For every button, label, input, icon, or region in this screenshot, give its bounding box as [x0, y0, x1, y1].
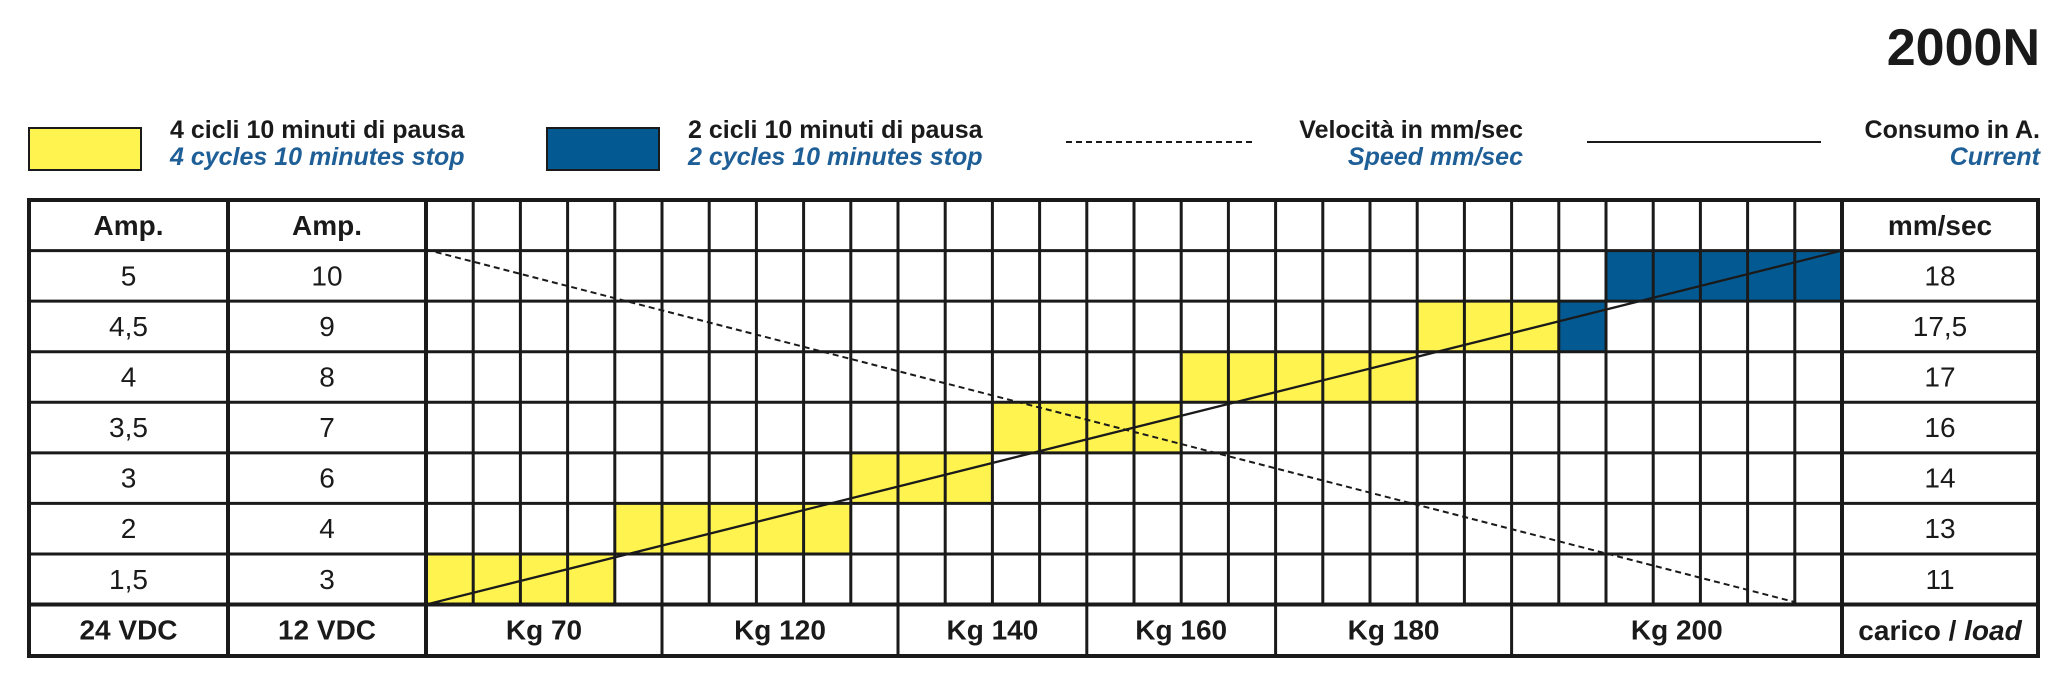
legend-current-english: Current — [1949, 143, 2040, 171]
legend-blue-english: 2 cycles 10 minutes stop — [688, 143, 983, 171]
legend-swatch-blue — [546, 127, 660, 171]
cell-speed: 16 — [1924, 412, 1955, 443]
cell-speed: 11 — [1925, 564, 1954, 595]
load-label: Kg 120 — [734, 614, 826, 645]
legend-current-text: Consumo in A. Current — [1865, 117, 2040, 171]
cell-amp-24vdc: 4 — [121, 361, 137, 392]
legend-yellow-english: 4 cycles 10 minutes stop — [170, 143, 465, 171]
cell-amp-12vdc: 4 — [319, 513, 335, 544]
cell-speed: 18 — [1924, 260, 1955, 291]
cell-amp-12vdc: 7 — [319, 412, 335, 443]
table-border — [27, 198, 2040, 658]
legend-speed-italian: Velocità in mm/sec — [1299, 116, 1523, 144]
load-label: Kg 160 — [1135, 614, 1227, 645]
load-label: Kg 70 — [506, 614, 582, 645]
load-label: Kg 180 — [1348, 614, 1440, 645]
cell-amp-24vdc: 1,5 — [109, 564, 148, 595]
header-amp-12vdc: Amp. — [292, 210, 362, 241]
legend-speed-text: Velocità in mm/sec Speed mm/sec — [1299, 117, 1523, 171]
duty-band-yellow-4 — [1181, 351, 1418, 403]
legend-blue-italian: 2 cicli 10 minuti di pausa — [688, 116, 983, 144]
current-line — [425, 249, 1843, 606]
legend-blue-text: 2 cicli 10 minuti di pausa 2 cycles 10 m… — [688, 117, 983, 171]
duty-band-blue-7 — [1606, 250, 1842, 302]
duty-band-blue-6 — [1558, 301, 1606, 352]
cell-speed: 17,5 — [1913, 311, 1968, 342]
header-amp-24vdc: Amp. — [94, 210, 164, 241]
legend-swatch-yellow — [28, 127, 142, 171]
legend-current-solid-line — [1587, 141, 1821, 143]
cell-amp-24vdc: 3,5 — [109, 412, 148, 443]
footer-load: carico / load — [1858, 614, 2022, 645]
cell-amp-12vdc: 3 — [319, 564, 335, 595]
speed-dashed-line — [425, 248, 1796, 603]
cell-amp-24vdc: 2 — [121, 513, 137, 544]
cell-amp-12vdc: 9 — [319, 311, 335, 342]
load-label: Kg 140 — [946, 614, 1038, 645]
footer-load-english: load — [1964, 614, 2022, 645]
cell-amp-24vdc: 5 — [121, 260, 137, 291]
cell-amp-24vdc: 3 — [121, 463, 137, 494]
legend-speed-english: Speed mm/sec — [1347, 143, 1523, 171]
cell-amp-24vdc: 4,5 — [109, 311, 148, 342]
cell-speed: 14 — [1924, 463, 1955, 494]
load-label: Kg 200 — [1631, 614, 1723, 645]
legend-yellow-text: 4 cicli 10 minuti di pausa 4 cycles 10 m… — [170, 117, 465, 171]
footer-load-italian: carico / — [1858, 614, 1964, 645]
legend-speed-dashed-line — [1066, 141, 1252, 143]
legend-current-italian: Consumo in A. — [1864, 116, 2040, 144]
cell-amp-12vdc: 10 — [311, 260, 342, 291]
chart-title: 2000N — [1886, 19, 2040, 77]
cell-amp-12vdc: 8 — [319, 361, 335, 392]
header-speed: mm/sec — [1888, 210, 1992, 241]
cell-amp-12vdc: 6 — [319, 463, 335, 494]
duty-band-yellow-2 — [850, 452, 993, 504]
cell-speed: 17 — [1924, 361, 1955, 392]
cell-speed: 13 — [1924, 513, 1955, 544]
footer-12vdc: 12 VDC — [278, 614, 376, 645]
legend-yellow-italian: 4 cicli 10 minuti di pausa — [170, 116, 465, 144]
footer-24vdc: 24 VDC — [79, 614, 177, 645]
